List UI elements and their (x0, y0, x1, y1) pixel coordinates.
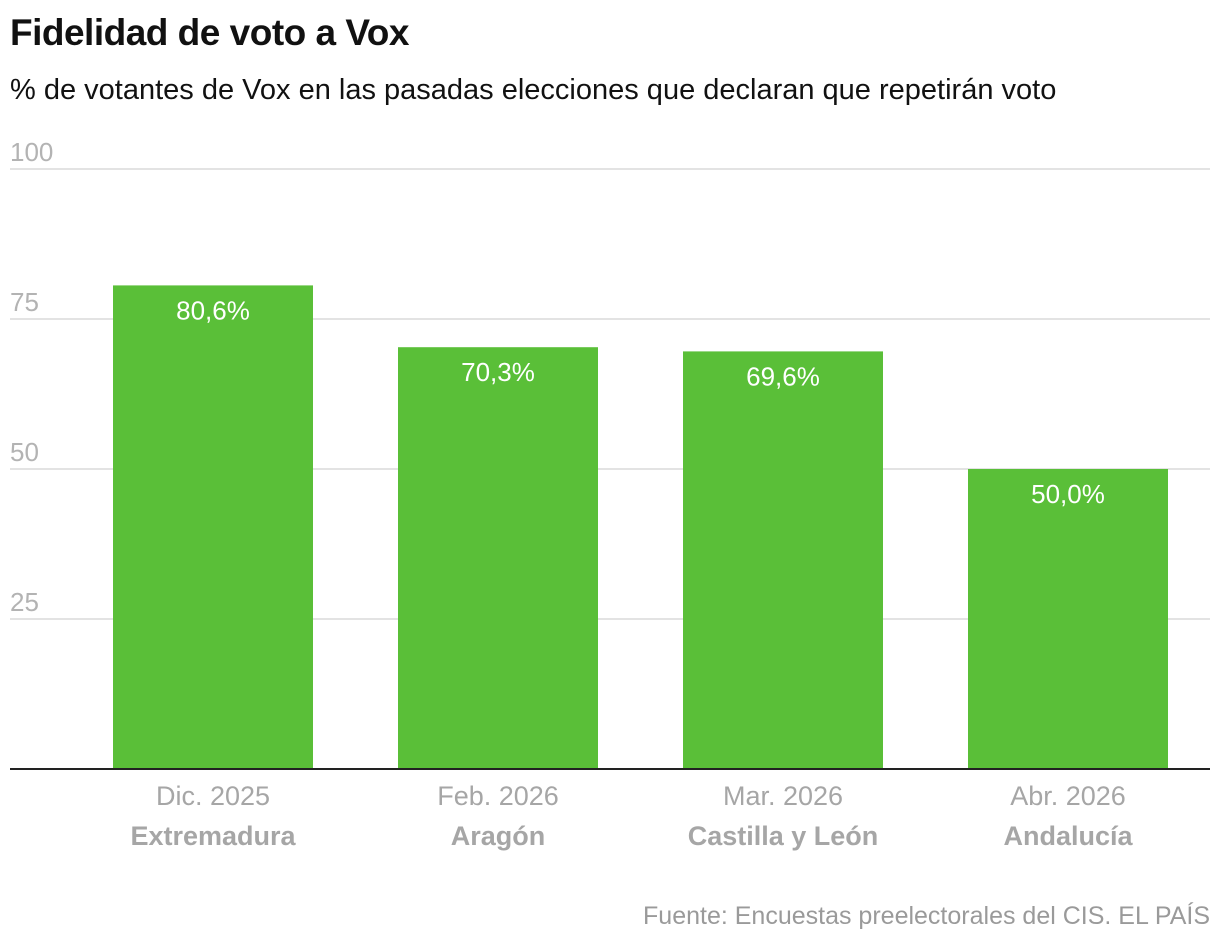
bar (398, 347, 598, 769)
y-tick-label: 25 (10, 587, 39, 617)
bar-value-label: 69,6% (746, 361, 820, 391)
x-tick-region-label: Extremadura (130, 821, 296, 851)
bar (113, 285, 313, 769)
x-tick-region-label: Castilla y León (688, 821, 879, 851)
bar-value-label: 80,6% (176, 295, 250, 325)
bar (968, 469, 1168, 769)
bar-chart: 25 50 75 100 80,6% Dic. 2025 Extremadura 70,3% F… (10, 137, 1210, 851)
chart-title: Fidelidad de voto a Vox (10, 12, 410, 53)
bar-value-label: 50,0% (1031, 479, 1105, 509)
bar (683, 351, 883, 769)
y-tick-label: 75 (10, 287, 39, 317)
labels: 25 50 75 100 80,6% Dic. 2025 Extremadura 70,3% F… (10, 137, 1133, 851)
x-tick-region-label: Andalucía (1003, 821, 1133, 851)
y-tick-label: 50 (10, 437, 39, 467)
x-tick-date-label: Mar. 2026 (723, 781, 843, 811)
x-tick-region-label: Aragón (451, 821, 546, 851)
y-tick-label: 100 (10, 137, 53, 167)
source-note: Fuente: Encuestas preelectorales del CIS… (643, 902, 1210, 930)
x-tick-date-label: Feb. 2026 (437, 781, 559, 811)
bar-value-label: 70,3% (461, 357, 535, 387)
x-tick-date-label: Dic. 2025 (156, 781, 270, 811)
chart-subtitle: % de votantes de Vox en las pasadas elec… (10, 74, 1057, 106)
bars (113, 285, 1168, 769)
x-tick-date-label: Abr. 2026 (1010, 781, 1126, 811)
